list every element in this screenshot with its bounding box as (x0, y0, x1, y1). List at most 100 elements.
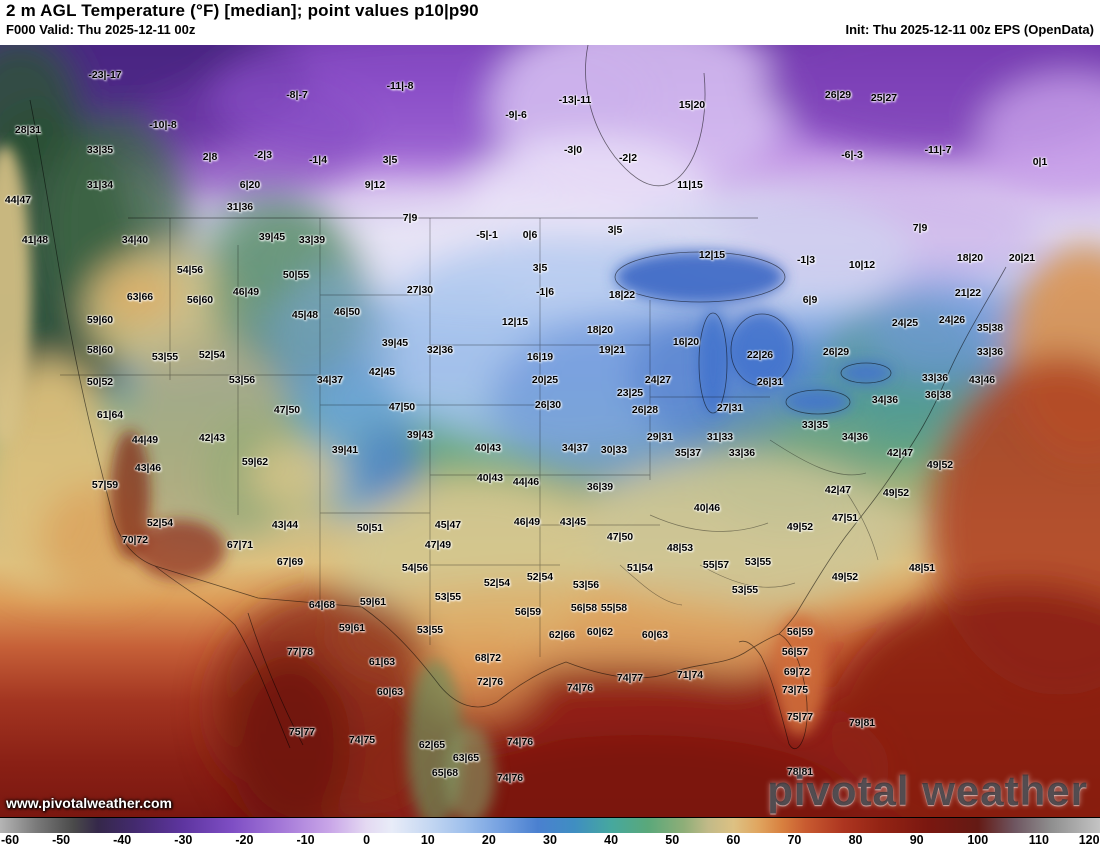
point-value: -1|6 (535, 286, 555, 298)
point-value: 33|39 (298, 234, 326, 246)
map-borders (29, 45, 1007, 750)
point-value: -13|-11 (558, 94, 592, 106)
point-value: -10|-8 (149, 119, 177, 131)
point-value: 24|26 (938, 314, 966, 326)
colorbar-tick: 50 (665, 833, 680, 847)
colorbar-gradient (0, 818, 1100, 833)
point-value: 46|49 (513, 516, 541, 528)
point-value: 9|12 (364, 179, 386, 191)
point-value: 18|20 (586, 324, 614, 336)
point-value: 33|35 (86, 144, 114, 156)
point-value: 41|48 (21, 234, 49, 246)
point-value: 0|1 (1032, 156, 1048, 168)
point-value: 53|55 (151, 351, 179, 363)
point-value: -5|-1 (476, 229, 498, 241)
point-value: 27|30 (406, 284, 434, 296)
point-value: 77|78 (286, 646, 314, 658)
site-url: www.pivotalweather.com (6, 795, 172, 811)
point-value: 12|15 (698, 249, 726, 261)
point-value: 33|36 (921, 372, 949, 384)
point-value: -3|0 (563, 144, 583, 156)
colorbar-tick: 10 (420, 833, 435, 847)
point-value: -2|3 (253, 149, 273, 161)
point-value: 57|59 (91, 479, 119, 491)
point-value: 42|45 (368, 366, 396, 378)
temperature-field-svg (0, 45, 1100, 817)
point-value: 3|5 (382, 154, 398, 166)
point-value: 40|43 (474, 442, 502, 454)
point-value: 35|37 (674, 447, 702, 459)
point-value: 45|47 (434, 519, 462, 531)
point-value: 67|69 (276, 556, 304, 568)
point-value: 39|43 (406, 429, 434, 441)
point-value: 74|76 (566, 682, 594, 694)
colorbar-tick: 80 (848, 833, 863, 847)
point-value: 62|65 (418, 739, 446, 751)
point-value: 40|43 (476, 472, 504, 484)
point-value: 21|22 (954, 287, 982, 299)
point-value: 42|47 (824, 484, 852, 496)
point-value: 54|56 (401, 562, 429, 574)
map-header: 2 m AGL Temperature (°F) [median]; point… (0, 0, 1100, 45)
point-value: 59|61 (338, 622, 366, 634)
point-value: -6|-3 (841, 149, 863, 161)
point-value: 53|55 (416, 624, 444, 636)
point-value: 18|22 (608, 289, 636, 301)
state-borders (60, 218, 879, 657)
point-value: 58|60 (86, 344, 114, 356)
point-value: 69|72 (783, 666, 811, 678)
point-value: 10|12 (848, 259, 876, 271)
point-value: -2|2 (618, 152, 638, 164)
colorbar-tick: 70 (787, 833, 802, 847)
point-value: 16|19 (526, 351, 554, 363)
point-value: 26|30 (534, 399, 562, 411)
point-value: 64|68 (308, 599, 336, 611)
point-value: 39|45 (258, 231, 286, 243)
point-value: 24|25 (891, 317, 919, 329)
point-value: 34|37 (316, 374, 344, 386)
point-value: 47|51 (831, 512, 859, 524)
colorbar-tick: 0 (363, 833, 371, 847)
point-value: 56|58 (570, 602, 598, 614)
colorbar-tick: 100 (967, 833, 989, 847)
point-value: 52|54 (198, 349, 226, 361)
point-value: 44|47 (4, 194, 32, 206)
point-value: 20|21 (1008, 252, 1036, 264)
point-value: 24|27 (644, 374, 672, 386)
point-value: 48|53 (666, 542, 694, 554)
point-value: 3|5 (607, 224, 623, 236)
page-title: 2 m AGL Temperature (°F) [median]; point… (6, 1, 479, 20)
point-value: 46|50 (333, 306, 361, 318)
point-value: 2|8 (202, 151, 218, 163)
point-value: 72|76 (476, 676, 504, 688)
point-value: 31|33 (706, 431, 734, 443)
point-value: 48|51 (908, 562, 936, 574)
point-value: 35|38 (976, 322, 1004, 334)
point-value: 52|54 (526, 571, 554, 583)
point-value: 22|26 (746, 349, 774, 361)
point-value: 56|59 (786, 626, 814, 638)
point-value: 75|77 (288, 726, 316, 738)
point-value: 18|20 (956, 252, 984, 264)
point-value: 74|75 (348, 734, 376, 746)
point-value: 60|63 (376, 686, 404, 698)
colorbar-tick: 90 (909, 833, 924, 847)
weather-map[interactable]: -23|-17 -8|-7 -11|-8 -9|-6 -13|-11 15|20 26|29… (0, 45, 1100, 817)
point-value: 12|15 (501, 316, 529, 328)
point-value: 51|54 (626, 562, 654, 574)
point-value: 67|71 (226, 539, 254, 551)
point-value: 11|15 (677, 179, 703, 191)
point-value: 33|36 (728, 447, 756, 459)
point-value: 54|56 (176, 264, 204, 276)
point-value: 74|76 (496, 772, 524, 784)
point-value: 70|72 (121, 534, 149, 546)
point-value: 47|49 (424, 539, 452, 551)
point-value: 65|68 (431, 767, 459, 779)
point-value: 15|20 (678, 99, 706, 111)
point-value: 40|46 (693, 502, 721, 514)
point-value: 43|46 (134, 462, 162, 474)
point-value: 0|6 (522, 229, 538, 241)
point-value: 39|45 (381, 337, 409, 349)
point-value: 26|31 (756, 376, 784, 388)
